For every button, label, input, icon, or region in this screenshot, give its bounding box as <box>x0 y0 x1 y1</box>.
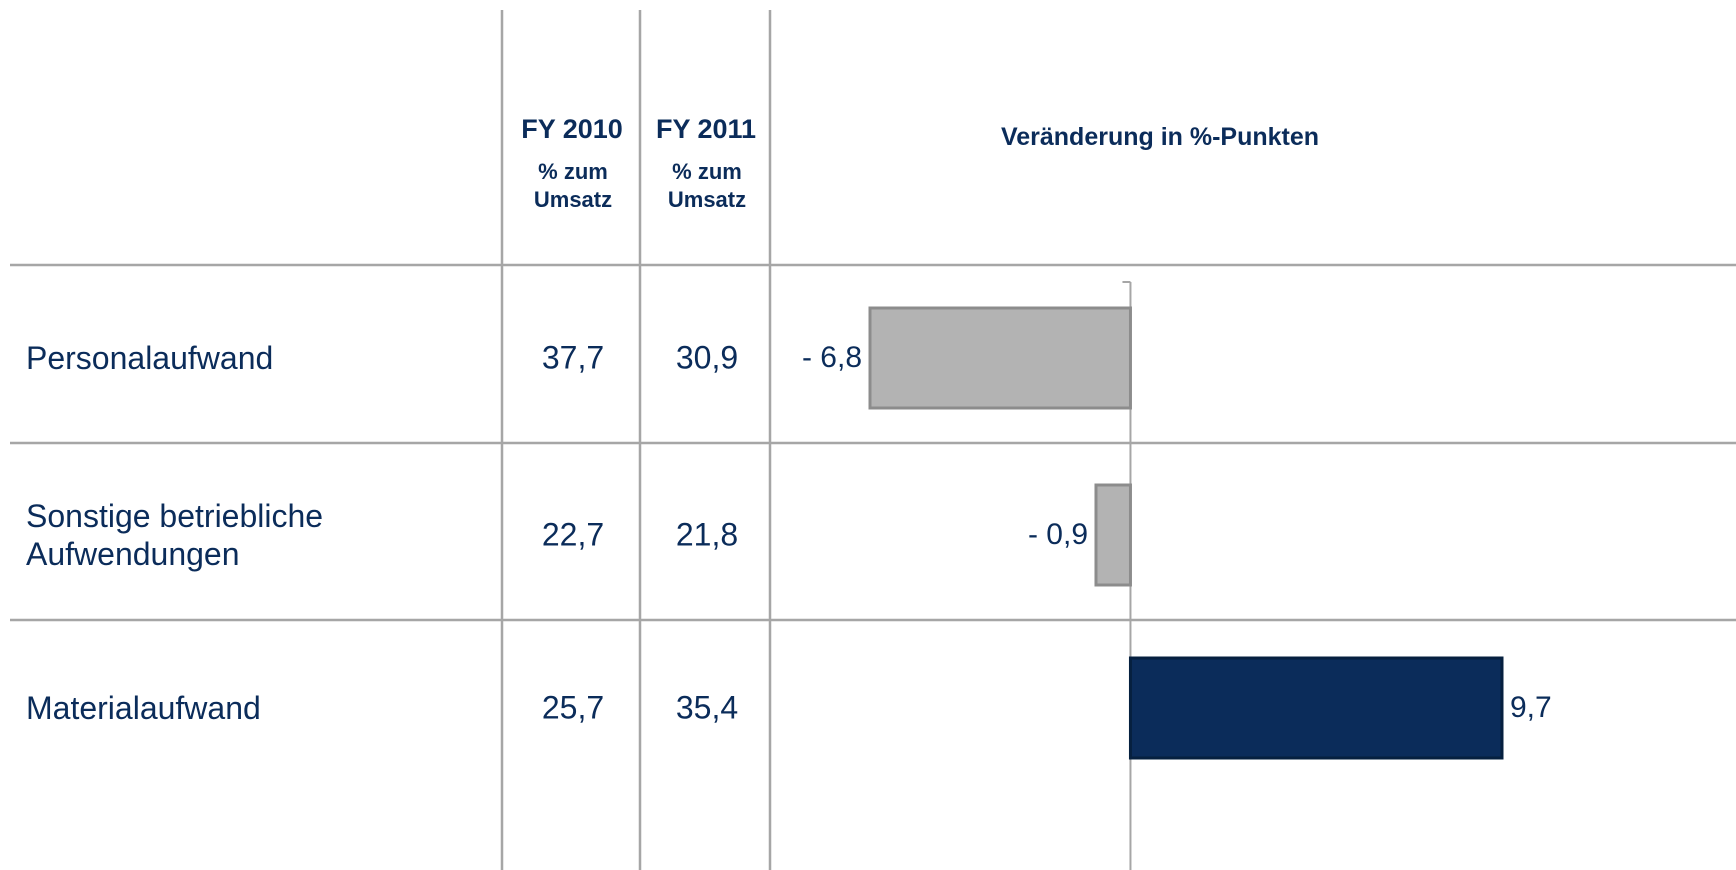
row-label: Personalaufwand <box>26 340 274 376</box>
cell-value: 37,7 <box>541 339 605 376</box>
value-label: - 6,8 <box>801 341 862 374</box>
bar <box>868 306 1132 410</box>
cell-value: 25,7 <box>541 689 605 726</box>
cell-value: 30,9 <box>675 339 739 376</box>
value-label: 9,7 <box>1510 691 1552 724</box>
row-label: Sonstige betriebliche Aufwendungen <box>26 498 324 572</box>
chart-title: Veränderung in %-Punkten <box>1000 123 1320 151</box>
table-lines <box>10 10 1736 870</box>
column-year: FY 2010 <box>521 114 623 144</box>
value-label: - 0,9 <box>1027 518 1088 551</box>
bar <box>1094 483 1132 587</box>
column-unit: % zum Umsatz <box>533 159 613 212</box>
cell-value: 35,4 <box>675 689 739 726</box>
row-label: Materialaufwand <box>26 690 261 726</box>
column-year: FY 2011 <box>655 114 757 144</box>
cell-value: 22,7 <box>541 516 605 553</box>
bar <box>1128 656 1504 760</box>
cell-value: 21,8 <box>675 516 739 553</box>
column-unit: % zum Umsatz <box>667 159 747 212</box>
